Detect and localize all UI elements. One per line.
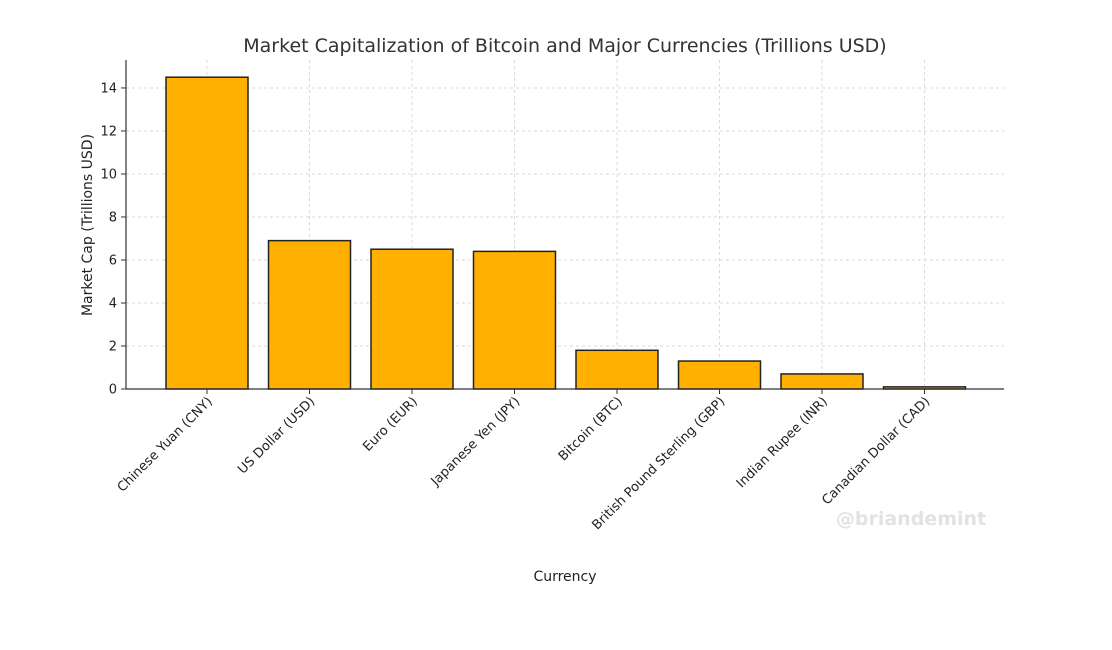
x-tick-label: Euro (EUR) [360,394,420,454]
grid [126,60,1004,389]
y-tick-label: 2 [109,339,117,354]
x-tick-label: Canadian Dollar (CAD) [819,394,933,508]
y-tick-label: 0 [109,383,117,398]
bar [267,239,352,390]
x-tick-label: Bitcoin (BTC) [556,394,626,464]
y-tick-label: 10 [100,167,117,182]
y-ticks: 0 2 4 6 8 10 12 14 [100,81,126,398]
x-tick-label: Chinese Yuan (CNY) [115,394,216,495]
y-tick-label: 4 [109,296,117,311]
y-tick-label: 6 [109,253,117,268]
bar [370,248,454,390]
bar [472,250,557,390]
x-tick-label: Indian Rupee (INR) [734,394,831,491]
x-axis-label: Currency [533,569,596,585]
x-tick-label: US Dollar (USD) [235,394,318,477]
x-tick-label: Japanese Yen (JPY) [428,394,524,490]
y-tick-label: 12 [100,124,117,139]
watermark: @briandemint [836,508,986,530]
y-tick-label: 14 [100,81,117,96]
chart-title: Market Capitalization of Bitcoin and Maj… [243,35,886,57]
x-ticks: Chinese Yuan (CNY) US Dollar (USD) Euro (E… [115,389,933,533]
bar [575,349,659,390]
y-axis-label: Market Cap (Trillions USD) [80,134,96,316]
axes [125,60,1004,390]
bar [165,76,249,390]
bar [677,360,762,390]
y-tick-label: 8 [109,210,117,225]
bar [780,373,864,390]
bars [165,76,967,390]
